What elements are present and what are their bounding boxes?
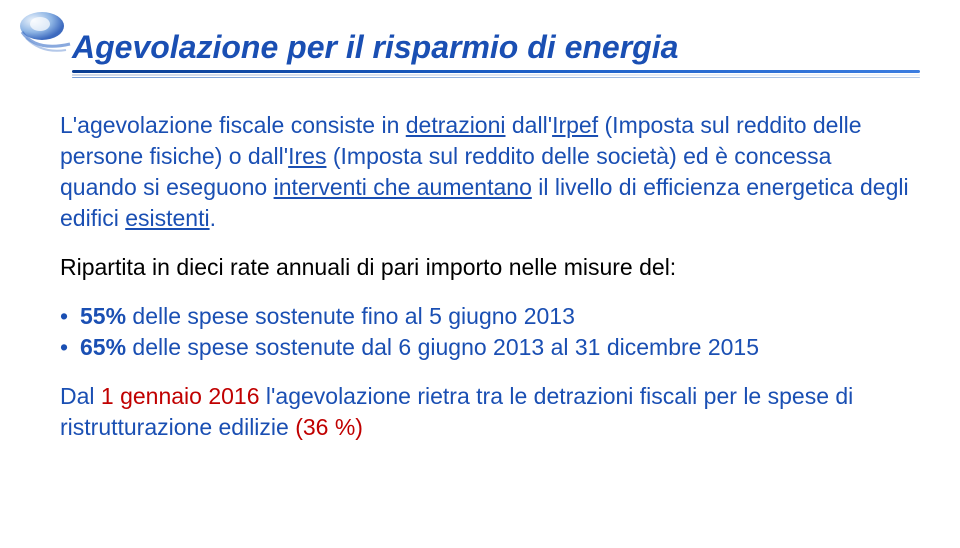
para3-red: 1 gennaio 2016	[101, 383, 260, 409]
title-bar: Agevolazione per il risparmio di energia	[72, 26, 920, 68]
header: Agevolazione per il risparmio di energia	[0, 0, 960, 82]
bullet2-rest: delle spese sostenute dal 6 giugno 2013 …	[126, 334, 759, 360]
decor-swirl-icon	[16, 8, 76, 56]
bullet2-pct: 65%	[80, 334, 126, 360]
bullet-2-text: 65% delle spese sostenute dal 6 giugno 2…	[80, 332, 759, 363]
para1-u5: esistenti	[125, 205, 209, 231]
bullet-list: • 55% delle spese sostenute fino al 5 gi…	[60, 301, 910, 363]
bullet-1-text: 55% delle spese sostenute fino al 5 giug…	[80, 301, 575, 332]
bullet-dot-icon: •	[60, 301, 80, 332]
para1-u1: detrazioni	[406, 112, 506, 138]
para1-text: L'agevolazione fiscale consiste in	[60, 112, 406, 138]
bullet-item-1: • 55% delle spese sostenute fino al 5 gi…	[60, 301, 910, 332]
paragraph-3: Dal 1 gennaio 2016 l'agevolazione rietra…	[60, 381, 910, 443]
para1-u4: interventi che aumentano	[274, 174, 532, 200]
bullet1-pct: 55%	[80, 303, 126, 329]
bullet-item-2: • 65% delle spese sostenute dal 6 giugno…	[60, 332, 910, 363]
page-title: Agevolazione per il risparmio di energia	[72, 29, 678, 66]
paragraph-1: L'agevolazione fiscale consiste in detra…	[60, 110, 910, 234]
para1-end: .	[210, 205, 216, 231]
para1-u2: Irpef	[552, 112, 598, 138]
bullet-dot-icon: •	[60, 332, 80, 363]
bullet1-rest: delle spese sostenute fino al 5 giugno 2…	[126, 303, 575, 329]
content-area: L'agevolazione fiscale consiste in detra…	[60, 110, 910, 518]
paragraph-2: Ripartita in dieci rate annuali di pari …	[60, 252, 910, 283]
title-underline	[72, 70, 920, 78]
para3-red2: (36 %)	[295, 414, 363, 440]
para1-m1: dall'	[506, 112, 553, 138]
para3-pre: Dal	[60, 383, 101, 409]
para1-u3: Ires	[288, 143, 326, 169]
